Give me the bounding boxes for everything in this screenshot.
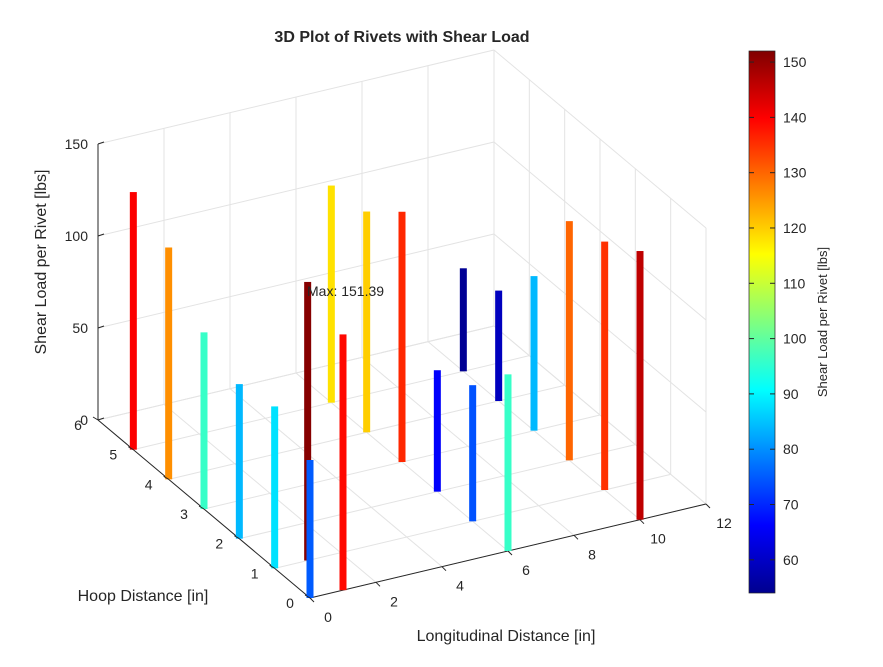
- colorbar-tick-label: 70: [783, 497, 799, 513]
- colorbar-tick-label: 100: [783, 331, 807, 347]
- y-tick-mark: [234, 535, 240, 540]
- grid-line: [493, 49, 707, 229]
- x-tick-mark: [705, 503, 711, 509]
- x-tick-label: 8: [588, 546, 596, 562]
- z-tick-mark: [97, 417, 105, 421]
- rivet-stem: [530, 276, 538, 431]
- x-tick-label: 0: [324, 609, 332, 625]
- grid-line: [97, 49, 495, 145]
- rivet-stem: [271, 406, 279, 569]
- rivet-stem: [306, 460, 314, 598]
- rivet-stem: [469, 385, 477, 522]
- colorbar-label: Shear Load per Rivet [lbs]: [815, 247, 830, 397]
- rivet-stem: [433, 370, 441, 492]
- x-tick-label: 2: [390, 593, 398, 609]
- colorbar: [748, 50, 776, 594]
- y-tick-label: 4: [145, 476, 153, 492]
- colorbar-tick-label: 60: [783, 552, 799, 568]
- rivet-stem: [398, 211, 406, 462]
- z-tick-label: 50: [72, 320, 88, 336]
- rivet-stem: [565, 221, 573, 461]
- y-tick-label: 5: [109, 447, 117, 463]
- y-tick-mark: [198, 505, 205, 510]
- y-tick-label: 3: [180, 506, 188, 522]
- colorbar-ticks: 60 70 80 90 100 110 120 130 140 150: [749, 54, 807, 568]
- x-tick-label: 10: [650, 531, 666, 547]
- colorbar-tick-label: 90: [783, 386, 799, 402]
- y-tick-label: 0: [286, 595, 294, 611]
- rivet-stem: [339, 334, 347, 591]
- rivet-stem: [327, 185, 335, 403]
- rivet-stem: [504, 374, 512, 551]
- rivet-stem: [636, 251, 644, 520]
- z-tick-mark: [97, 233, 105, 237]
- max-annotation: Max: 151.39: [307, 283, 384, 299]
- z-tick-mark: [97, 325, 105, 329]
- z-tick-mark: [97, 141, 105, 145]
- z-axis-label: Shear Load per Rivet [lbs]: [33, 170, 50, 355]
- y-tick-mark: [163, 475, 169, 480]
- grid-line: [97, 233, 495, 329]
- colorbar-tick-label: 120: [783, 220, 807, 236]
- y-tick-label: 6: [74, 417, 82, 433]
- rivet-stems: [129, 185, 644, 598]
- rivet-stem: [495, 290, 503, 401]
- y-tick-mark: [304, 594, 311, 599]
- grid-line: [97, 325, 495, 421]
- rivet-stem: [304, 281, 312, 561]
- y-tick-label: 1: [251, 565, 259, 581]
- chart-title: 3D Plot of Rivets with Shear Load: [274, 29, 529, 46]
- x-axis-label: Longitudinal Distance [in]: [417, 628, 596, 645]
- rivet-stem: [601, 241, 609, 490]
- y-axis-label: Hoop Distance [in]: [78, 588, 209, 605]
- colorbar-tick-label: 150: [783, 54, 807, 70]
- y-tick-label: 2: [215, 536, 223, 552]
- grid-line: [493, 325, 707, 505]
- x-tick-mark: [639, 519, 645, 525]
- grid-line: [97, 141, 495, 237]
- rivet-stem: [363, 211, 371, 433]
- y-tick-mark: [128, 446, 134, 451]
- colorbar-tick-label: 80: [783, 441, 799, 457]
- y-tick-mark: [92, 416, 99, 421]
- grid-line: [493, 141, 707, 321]
- colorbar-tick-label: 130: [783, 165, 807, 181]
- x-tick-mark: [573, 534, 579, 540]
- z-tick-label: 0: [80, 412, 88, 428]
- rivet-stem: [459, 268, 467, 372]
- rivet-stem: [200, 332, 208, 509]
- x-tick-mark: [309, 597, 315, 603]
- x-tick-mark: [375, 581, 381, 587]
- x-tick-label: 4: [456, 578, 464, 594]
- colorbar-tick-label: 140: [783, 109, 807, 125]
- z-tick-label: 100: [65, 228, 89, 244]
- grid-line: [493, 233, 707, 413]
- y-tick-mark: [269, 564, 275, 569]
- rivet-stem: [235, 384, 243, 539]
- x-tick-label: 12: [716, 515, 732, 531]
- z-tick-label: 150: [65, 136, 89, 152]
- x-tick-mark: [507, 550, 513, 556]
- x-tick-label: 6: [522, 562, 530, 578]
- colorbar-tick-label: 110: [783, 275, 806, 291]
- rivet-stem: [129, 192, 137, 450]
- rivet-stem: [165, 247, 173, 480]
- x-tick-mark: [441, 566, 447, 572]
